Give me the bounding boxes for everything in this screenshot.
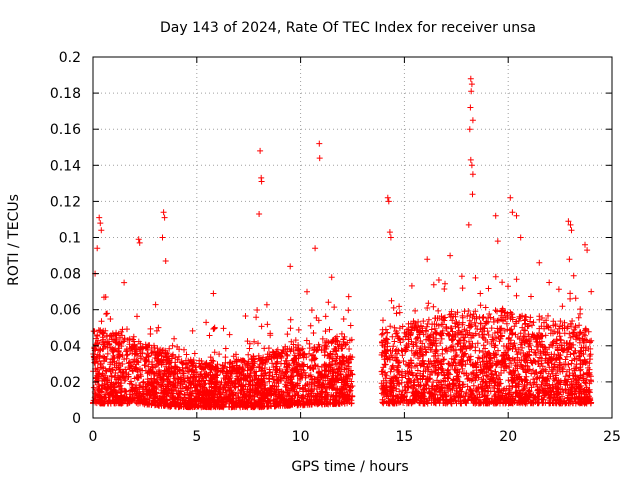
data-points xyxy=(90,75,595,411)
y-axis-title: ROTI / TECUs xyxy=(6,194,22,286)
y-tick-label: 0.2 xyxy=(59,50,81,66)
x-tick-label: 10 xyxy=(292,429,310,445)
chart-title: Day 143 of 2024, Rate Of TEC Index for r… xyxy=(160,20,536,36)
y-tick-label: 0.08 xyxy=(50,267,81,283)
x-axis-title: GPS time / hours xyxy=(291,459,408,475)
x-tick-label: 5 xyxy=(192,429,201,445)
y-tick-label: 0 xyxy=(72,411,81,427)
y-tick-label: 0.1 xyxy=(59,231,81,247)
y-tick-label: 0.14 xyxy=(50,158,81,174)
y-tick-label: 0.18 xyxy=(50,86,81,102)
x-tick-label: 15 xyxy=(395,429,413,445)
x-tick-label: 20 xyxy=(499,429,517,445)
y-tick-label: 0.12 xyxy=(50,194,81,210)
x-tick-label: 25 xyxy=(603,429,621,445)
y-tick-label: 0.06 xyxy=(50,303,81,319)
roti-markers xyxy=(90,75,595,411)
y-tick-label: 0.02 xyxy=(50,375,81,391)
y-tick-label: 0.04 xyxy=(50,339,81,355)
x-tick-label: 0 xyxy=(89,429,98,445)
y-tick-label: 0.16 xyxy=(50,122,81,138)
axis-ticks: 0 5 10 15 20 25 0 0.02 0.04 0.06 0.08 0.1 0.12 0.14 0.… xyxy=(50,50,621,445)
